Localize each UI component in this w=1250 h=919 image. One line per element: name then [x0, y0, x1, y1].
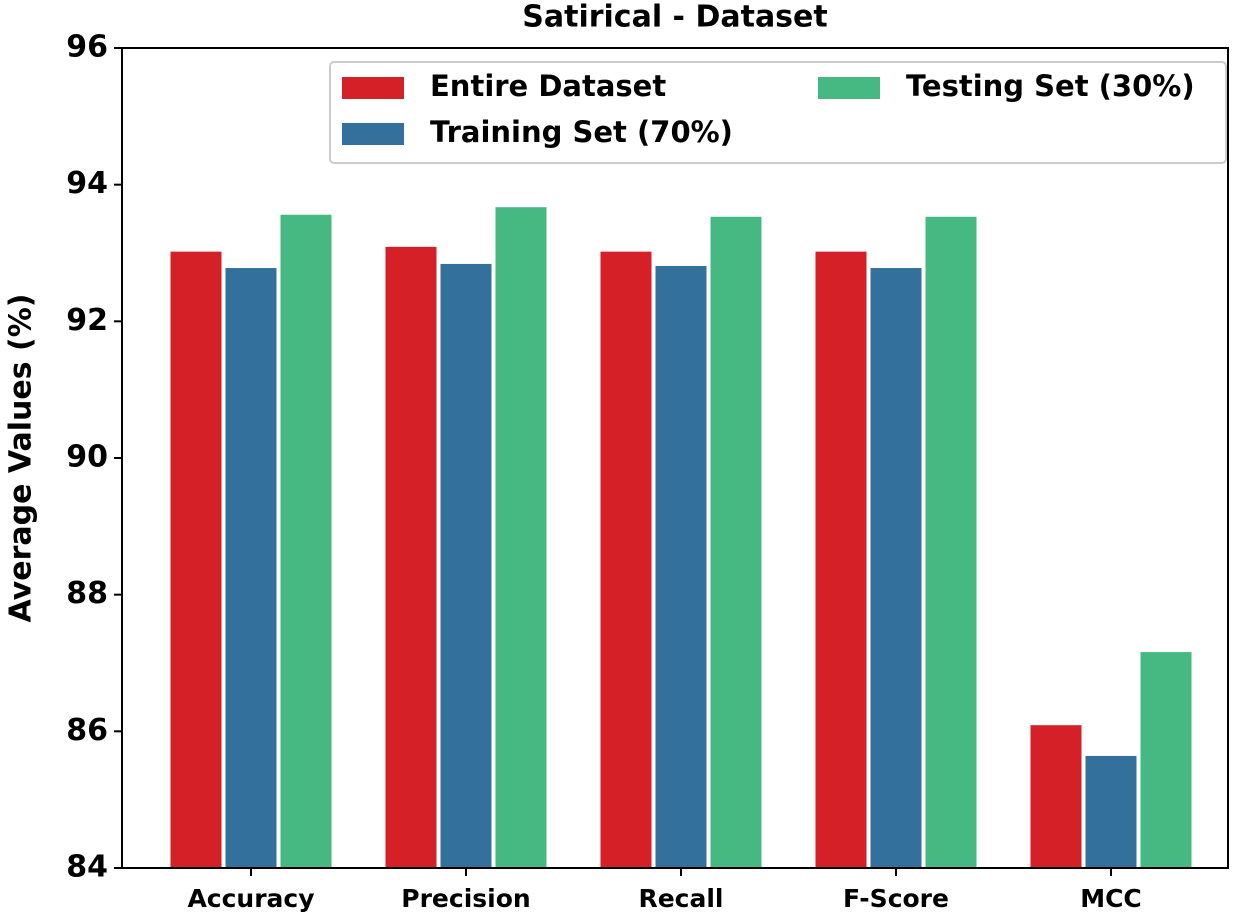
- y-axis-label: Average Values (%): [4, 294, 39, 623]
- bar: [1140, 652, 1192, 868]
- bar: [440, 263, 492, 868]
- bar: [870, 268, 922, 868]
- x-tick-label: Precision: [401, 884, 530, 913]
- bar: [170, 251, 222, 869]
- bar: [495, 207, 547, 868]
- legend-label: Training Set (70%): [430, 115, 733, 149]
- y-tick-label: 94: [66, 166, 108, 201]
- bar: [600, 251, 652, 869]
- x-tick-label: Recall: [638, 884, 723, 913]
- bar: [385, 246, 437, 869]
- y-tick-label: 92: [66, 303, 108, 338]
- legend-label: Testing Set (30%): [906, 69, 1195, 103]
- y-tick-label: 88: [66, 576, 108, 611]
- bar: [815, 251, 867, 869]
- bar: [225, 268, 277, 868]
- x-tick-label: F-Score: [843, 884, 949, 913]
- y-tick-label: 86: [66, 713, 108, 748]
- bar: [280, 214, 332, 868]
- x-tick-label: Accuracy: [187, 884, 314, 913]
- bar: [710, 216, 762, 869]
- legend-swatch: [342, 123, 404, 145]
- legend-swatch: [342, 77, 404, 99]
- legend-swatch: [818, 77, 880, 99]
- y-tick-label: 90: [66, 440, 108, 475]
- legend-box: [329, 61, 1227, 164]
- plot-frame: [121, 47, 1229, 869]
- legend-label: Entire Dataset: [430, 69, 666, 103]
- y-tick-label: 84: [66, 850, 108, 885]
- bar: [1085, 755, 1137, 868]
- bar: [1030, 725, 1082, 868]
- x-tick-label: MCC: [1080, 884, 1142, 913]
- bar: [925, 216, 977, 869]
- bar: [655, 265, 707, 868]
- chart-title: Satirical - Dataset: [522, 0, 827, 35]
- y-tick-label: 96: [66, 30, 108, 65]
